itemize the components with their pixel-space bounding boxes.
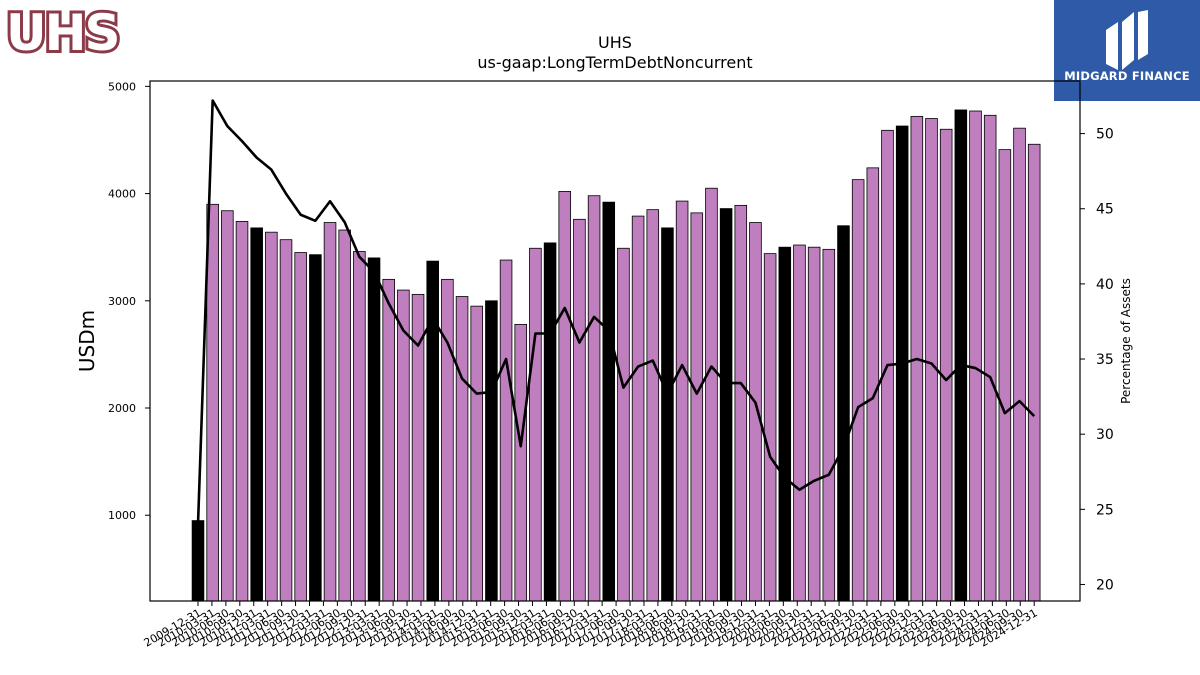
y-tick-label: 1000 — [108, 509, 136, 522]
svg-text:UHS: UHS — [6, 6, 118, 58]
bar — [455, 296, 469, 602]
bar — [499, 259, 513, 602]
bar — [851, 179, 865, 602]
y2-tick-label: 45 — [1096, 202, 1114, 218]
y2-tick-label: 35 — [1096, 352, 1114, 368]
bar — [587, 195, 601, 602]
bar — [631, 215, 645, 602]
chart-subtitle: us-gaap:LongTermDebtNoncurrent — [477, 53, 752, 72]
bar — [675, 200, 689, 602]
bar — [397, 289, 410, 602]
bar — [602, 201, 616, 602]
bar — [969, 110, 982, 602]
y2-tick-label: 20 — [1096, 577, 1114, 593]
bar — [939, 128, 953, 602]
bar — [617, 247, 630, 602]
bar — [998, 149, 1012, 602]
y2-tick-label: 30 — [1096, 427, 1114, 443]
y-axis-label: USDm — [75, 310, 99, 372]
y-tick-label: 5000 — [108, 80, 136, 93]
bar — [441, 278, 454, 602]
bar — [1027, 143, 1041, 602]
bar — [206, 203, 219, 602]
y2-axis-label: Percentage of Assets — [1119, 278, 1133, 404]
bar — [191, 520, 205, 602]
bar — [983, 114, 997, 602]
bar — [470, 305, 483, 602]
plot-frame — [149, 80, 1081, 602]
percentage-line — [196, 99, 1036, 525]
bar — [690, 212, 704, 602]
bar-series — [191, 109, 1041, 602]
bar — [793, 244, 806, 602]
y2-tick-label: 40 — [1096, 277, 1114, 293]
line-series — [196, 99, 1036, 525]
svg-text:UHS: UHS — [6, 6, 118, 58]
bar — [866, 167, 880, 602]
bar — [749, 222, 762, 602]
bar — [646, 209, 660, 602]
chart-title: UHS — [598, 33, 632, 52]
bar — [822, 248, 836, 602]
bar — [338, 229, 351, 602]
bar — [719, 208, 733, 602]
bar — [323, 222, 337, 602]
y-tick-label: 3000 — [108, 295, 136, 308]
bar — [778, 246, 792, 602]
bar — [367, 257, 381, 602]
bar — [573, 218, 586, 602]
bar — [837, 225, 850, 602]
bar — [265, 231, 278, 602]
bar — [382, 278, 395, 602]
y-tick-label: 2000 — [108, 402, 136, 415]
bar — [954, 109, 968, 602]
bar — [426, 260, 439, 602]
bar — [763, 253, 777, 602]
bar — [1013, 127, 1026, 602]
y2-tick-label: 50 — [1096, 127, 1114, 143]
brand-name: MIDGARD FINANCE — [1064, 69, 1190, 83]
bar — [235, 221, 249, 602]
bar — [529, 247, 542, 602]
y2-tick-label: 25 — [1096, 502, 1114, 518]
bar — [294, 252, 307, 602]
bar — [250, 227, 263, 602]
bar — [807, 246, 821, 602]
bar — [661, 227, 674, 602]
uhs-logo-icon: UHS UHS — [3, 1, 124, 65]
bar — [309, 254, 322, 602]
bar — [705, 187, 718, 602]
bar — [558, 191, 572, 602]
bar — [734, 204, 748, 602]
bar — [279, 239, 293, 602]
bar — [514, 323, 528, 602]
bar — [485, 300, 498, 602]
bar — [221, 210, 234, 602]
bar — [543, 242, 557, 602]
midgard-finance-logo-icon: MIDGARD FINANCE — [1054, 0, 1200, 101]
bar — [353, 251, 366, 602]
y-tick-label: 4000 — [108, 188, 136, 201]
bar — [925, 118, 938, 602]
